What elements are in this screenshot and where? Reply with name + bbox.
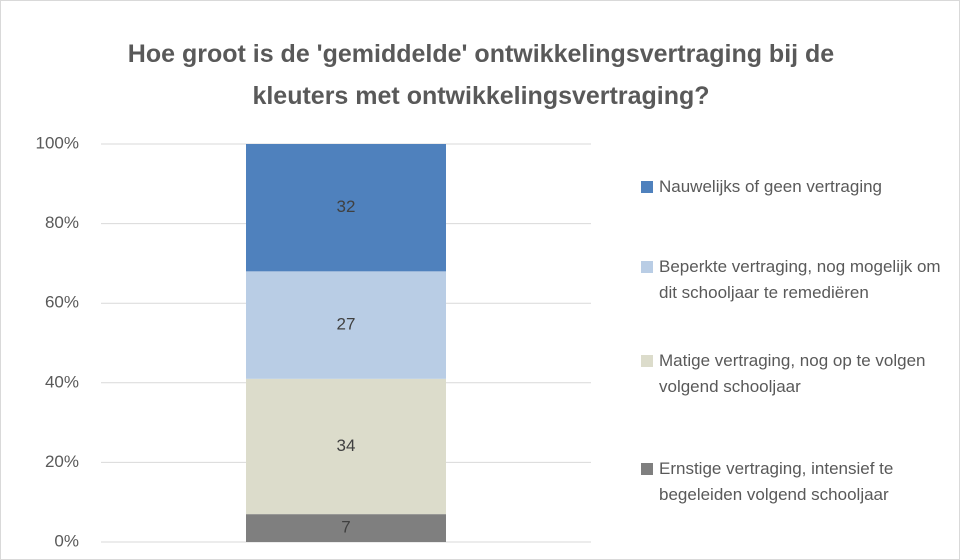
y-tick-label: 20% xyxy=(45,452,79,471)
legend-item: Nauwelijks of geen vertraging xyxy=(641,174,959,200)
legend-label: Nauwelijks of geen vertraging xyxy=(659,177,883,196)
data-label: 34 xyxy=(337,436,356,455)
chart-title: Hoe groot is de 'gemiddelde' ontwikkelin… xyxy=(127,40,835,110)
legend-item: Beperkte vertraging, nog mogelijk om dit… xyxy=(641,254,959,306)
legend-swatch xyxy=(641,181,653,193)
y-tick-label: 100% xyxy=(36,133,79,152)
legend-item: Matige vertraging, nog op te volgen volg… xyxy=(641,348,959,400)
legend-swatch xyxy=(641,261,653,273)
legend-label: Beperkte vertraging, nog mogelijk om dit… xyxy=(659,257,941,302)
y-tick-label: 60% xyxy=(45,293,79,312)
legend-label: Ernstige vertraging, intensief te begele… xyxy=(659,459,894,504)
bar-segment xyxy=(246,271,446,379)
legend-label: Matige vertraging, nog op te volgen volg… xyxy=(659,351,926,396)
bar-segment xyxy=(246,144,446,272)
data-label: 7 xyxy=(341,518,350,537)
data-label: 27 xyxy=(337,315,356,334)
legend-swatch xyxy=(641,463,653,475)
y-tick-label: 80% xyxy=(45,213,79,232)
data-label: 32 xyxy=(337,197,356,216)
legend-swatch xyxy=(641,355,653,367)
bar-segment xyxy=(246,378,446,515)
y-tick-label: 40% xyxy=(45,372,79,391)
bar-segment xyxy=(246,514,446,542)
legend-item: Ernstige vertraging, intensief te begele… xyxy=(641,456,959,508)
y-tick-label: 0% xyxy=(54,531,79,550)
